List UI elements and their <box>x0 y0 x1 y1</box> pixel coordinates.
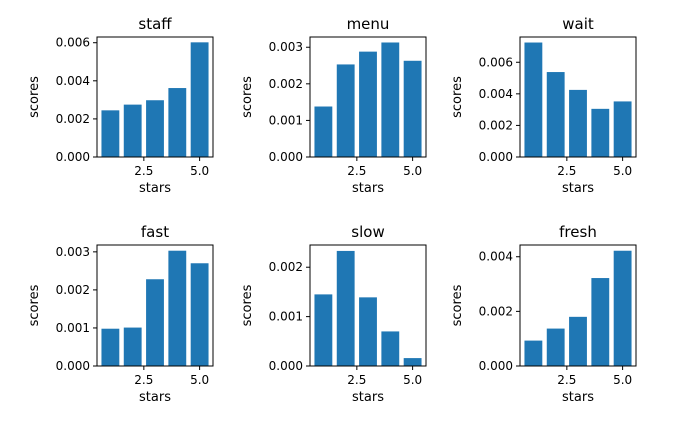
bar-slow-1 <box>314 294 333 366</box>
axes-frame <box>519 244 637 367</box>
y-tick-label: 0.003 <box>269 40 303 54</box>
y-tick-label: 0.002 <box>56 283 90 297</box>
bar-staff-5 <box>190 42 209 158</box>
bar-fast-3 <box>146 279 164 366</box>
bar-fast-1 <box>101 328 120 366</box>
y-axis-label: scores <box>27 76 42 118</box>
x-axis-label: stars <box>139 390 171 405</box>
x-tick-label: 2.5 <box>557 373 576 387</box>
bar-staff-4 <box>168 88 187 157</box>
y-tick-label: 0.006 <box>479 55 513 69</box>
y-tick-label: 0.000 <box>56 150 90 164</box>
axes-frame <box>519 36 637 158</box>
axes-frame <box>96 36 214 158</box>
y-tick-label: 0.000 <box>479 150 513 164</box>
y-axis-label: scores <box>240 76 255 118</box>
y-tick-label: 0.001 <box>269 310 303 324</box>
bar-fresh-5 <box>613 250 632 366</box>
subplot-title: fresh <box>559 223 597 241</box>
x-axis-label: stars <box>352 181 384 196</box>
y-axis-label: scores <box>27 284 42 326</box>
y-axis-label: scores <box>450 284 465 326</box>
y-tick-label: 0.000 <box>269 359 303 373</box>
x-tick-label: 5.0 <box>403 164 422 178</box>
bar-wait-5 <box>613 101 632 157</box>
y-tick-label: 0.000 <box>479 359 513 373</box>
axes-frame <box>309 244 427 367</box>
bar-staff-1 <box>101 110 120 157</box>
subplot-slow: 0.000 0.001 0.002 2.5 5.0 slow stars scores <box>240 223 427 405</box>
x-tick-label: 5.0 <box>403 373 422 387</box>
y-tick-label: 0.001 <box>269 113 303 127</box>
bar-wait-3 <box>569 89 587 157</box>
x-axis-label: stars <box>562 181 594 196</box>
x-tick-label: 2.5 <box>134 164 153 178</box>
y-tick-label: 0.004 <box>479 250 513 264</box>
x-axis-label: stars <box>562 390 594 405</box>
bar-slow-4 <box>381 331 400 366</box>
x-tick-label: 2.5 <box>347 373 366 387</box>
y-axis-label: scores <box>240 284 255 326</box>
bar-menu-5 <box>403 60 422 157</box>
bar-menu-2 <box>336 64 355 157</box>
subplot-title: fast <box>141 223 169 241</box>
x-axis-label: stars <box>139 181 171 196</box>
bar-wait-2 <box>546 72 565 157</box>
subplot-fast: 0.000 0.001 0.002 0.003 2.5 5.0 fast stars score… <box>27 223 214 405</box>
subplot-title: menu <box>347 15 390 33</box>
bar-menu-1 <box>314 106 333 157</box>
y-tick-label: 0.001 <box>56 321 90 335</box>
bar-fast-4 <box>168 250 187 366</box>
subplot-staff: 0.000 0.002 0.004 0.006 2.5 5.0 staff stars scor… <box>27 15 214 196</box>
y-tick-label: 0.002 <box>269 260 303 274</box>
bar-staff-2 <box>123 104 142 157</box>
bar-fresh-3 <box>569 316 587 366</box>
y-tick-label: 0.002 <box>479 304 513 318</box>
bar-menu-4 <box>381 42 400 157</box>
y-tick-label: 0.000 <box>269 150 303 164</box>
subplot-title: staff <box>138 15 172 33</box>
subplot-title: wait <box>562 15 594 33</box>
y-axis-label: scores <box>450 76 465 118</box>
x-tick-label: 2.5 <box>347 164 366 178</box>
bar-slow-2 <box>336 250 355 366</box>
bar-wait-4 <box>591 108 610 157</box>
bar-slow-3 <box>359 297 377 366</box>
y-tick-label: 0.002 <box>269 77 303 91</box>
bar-slow-5 <box>403 358 422 366</box>
x-tick-label: 5.0 <box>190 164 209 178</box>
bar-wait-1 <box>524 42 543 157</box>
axes-frame <box>96 244 214 367</box>
x-tick-label: 2.5 <box>134 373 153 387</box>
bar-staff-3 <box>146 100 164 157</box>
axes-frame <box>309 36 427 158</box>
x-axis-label: stars <box>352 390 384 405</box>
y-tick-label: 0.004 <box>479 87 513 101</box>
subplot-fresh: 0.000 0.002 0.004 2.5 5.0 fresh stars scores <box>450 223 637 405</box>
y-tick-label: 0.002 <box>56 112 90 126</box>
bar-fast-5 <box>190 263 209 366</box>
x-tick-label: 2.5 <box>557 164 576 178</box>
y-tick-label: 0.006 <box>56 36 90 50</box>
bar-fast-2 <box>123 327 142 366</box>
bar-menu-3 <box>359 51 377 157</box>
x-tick-label: 5.0 <box>613 373 632 387</box>
y-tick-label: 0.002 <box>479 118 513 132</box>
subplot-menu: 0.000 0.001 0.002 0.003 2.5 5.0 menu stars score… <box>240 15 427 196</box>
y-tick-label: 0.000 <box>56 359 90 373</box>
subplot-wait: 0.000 0.002 0.004 0.006 2.5 5.0 wait stars score… <box>450 15 637 196</box>
bar-fresh-2 <box>546 328 565 366</box>
bar-fresh-4 <box>591 278 610 366</box>
subplot-title: slow <box>351 223 384 241</box>
x-tick-label: 5.0 <box>613 164 632 178</box>
y-tick-label: 0.003 <box>56 245 90 259</box>
bar-fresh-1 <box>524 340 543 366</box>
x-tick-label: 5.0 <box>190 373 209 387</box>
y-tick-label: 0.004 <box>56 74 90 88</box>
